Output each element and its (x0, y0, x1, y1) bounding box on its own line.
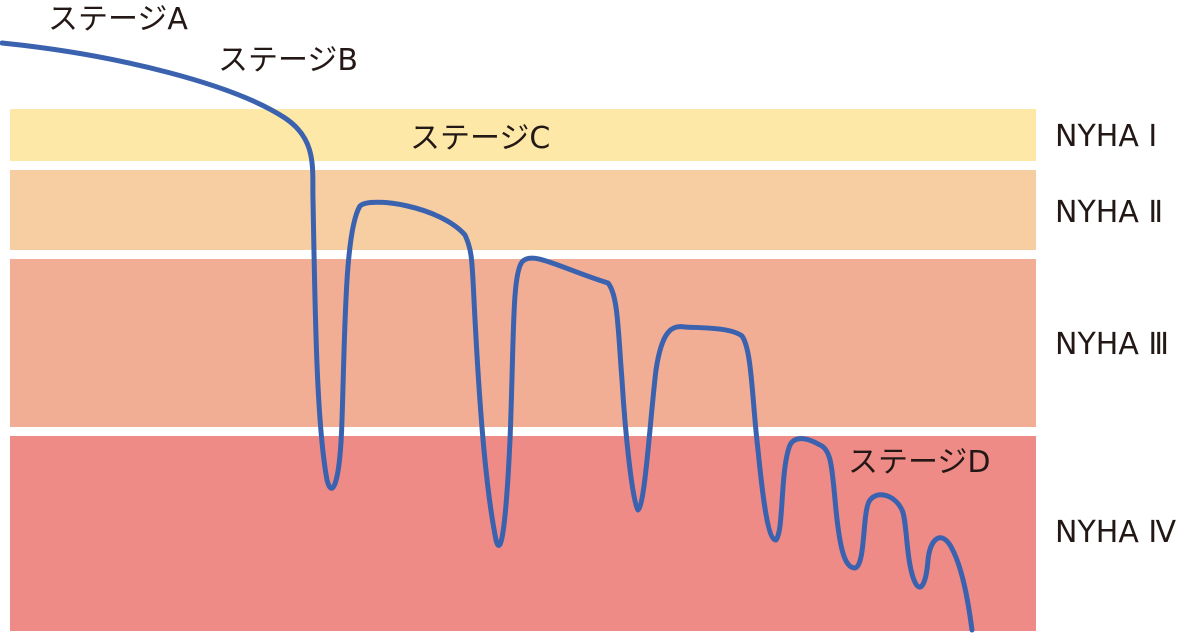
nyha-band-2 (10, 170, 1036, 250)
nyha-band-3 (10, 259, 1036, 427)
stage-a-label: ステージA (48, 2, 188, 37)
stage-b-label: ステージB (218, 43, 358, 78)
nyha-band-1 (10, 109, 1036, 161)
disease-trajectory-curve (0, 40, 975, 633)
stage-c-label: ステージC (410, 121, 550, 156)
nyha-1-label: NYHA Ⅰ (1055, 119, 1157, 154)
nyha-3-label: NYHA Ⅲ (1055, 327, 1169, 362)
nyha-2-label: NYHA Ⅱ (1055, 195, 1163, 230)
nyha-4-label: NYHA Ⅳ (1055, 515, 1176, 550)
stage-d-label: ステージD (848, 445, 991, 480)
